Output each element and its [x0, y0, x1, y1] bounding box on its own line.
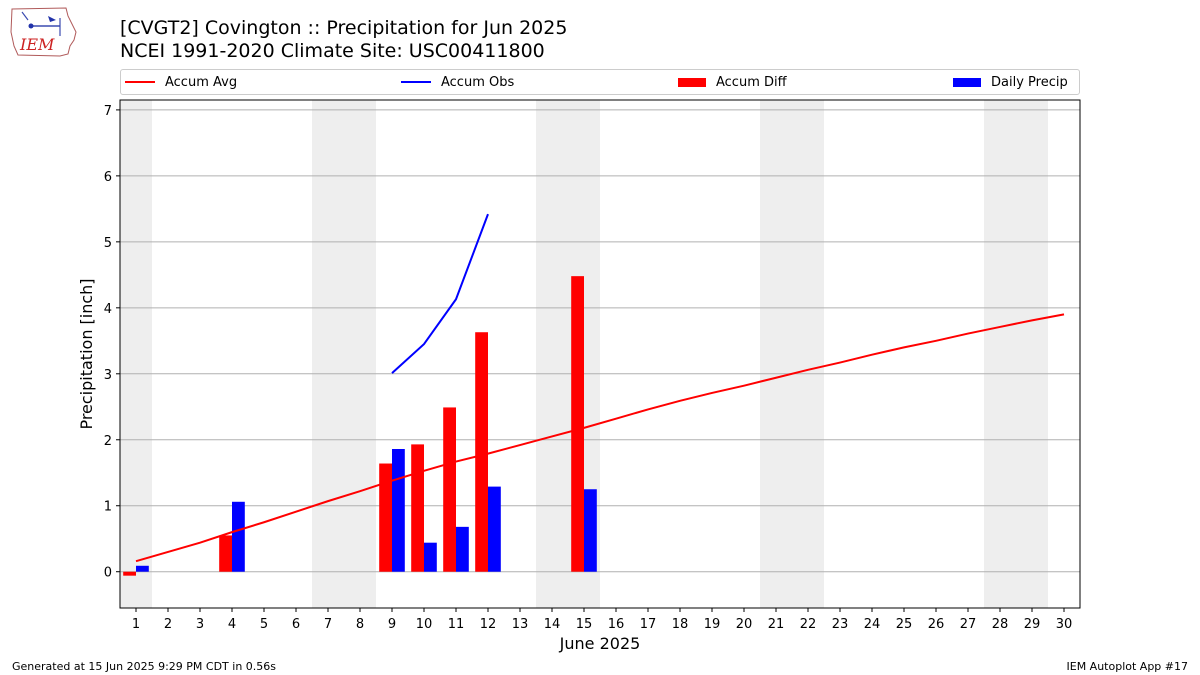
daily-precip-bar — [392, 449, 405, 572]
legend-item-accum-avg: Accum Avg — [125, 74, 237, 90]
logo-text: IEM — [19, 35, 55, 54]
x-tick-label: 24 — [864, 617, 881, 632]
x-tick-label: 8 — [356, 617, 364, 632]
legend-swatch-accum-avg — [125, 81, 155, 83]
x-tick-label: 20 — [736, 617, 753, 632]
legend-label-accum-diff: Accum Diff — [716, 74, 787, 90]
generated-timestamp: Generated at 15 Jun 2025 9:29 PM CDT in … — [12, 660, 277, 673]
chart-subtitle: NCEI 1991-2020 Climate Site: USC00411800 — [120, 40, 545, 62]
accum-diff-bar — [219, 535, 232, 572]
legend-label-daily-precip: Daily Precip — [991, 74, 1068, 90]
daily-precip-bar — [232, 501, 245, 572]
daily-precip-bar — [488, 486, 501, 572]
accum-diff-bar — [571, 276, 584, 572]
daily-precip-bar — [584, 489, 597, 572]
y-tick-label: 1 — [104, 500, 112, 515]
x-tick-label: 21 — [768, 617, 785, 632]
x-tick-label: 4 — [228, 617, 236, 632]
legend-item-accum-diff: Accum Diff — [678, 74, 787, 90]
legend-swatch-accum-diff — [678, 77, 706, 87]
legend: Accum Avg Accum Obs Accum Diff Daily Pre… — [120, 69, 1080, 95]
y-tick-label: 3 — [104, 368, 112, 383]
legend-item-accum-obs: Accum Obs — [401, 74, 514, 90]
x-axis-label: June 2025 — [559, 634, 641, 653]
accum-diff-bar — [379, 463, 392, 572]
x-tick-label: 16 — [608, 617, 625, 632]
y-tick-label: 0 — [104, 566, 112, 581]
accum-obs-line — [391, 213, 489, 374]
x-tick-label: 1 — [132, 617, 140, 632]
legend-label-accum-obs: Accum Obs — [441, 74, 515, 90]
legend-swatch-daily-precip — [953, 77, 981, 87]
x-tick-label: 22 — [800, 617, 817, 632]
x-tick-label: 25 — [896, 617, 913, 632]
x-tick-label: 12 — [480, 617, 497, 632]
daily-precip-bar — [424, 542, 437, 572]
x-tick-label: 17 — [640, 617, 657, 632]
daily-precip-bar — [136, 565, 149, 572]
y-tick-label: 2 — [104, 434, 112, 449]
x-tick-label: 10 — [416, 617, 433, 632]
x-tick-label: 11 — [448, 617, 465, 632]
y-tick-label: 5 — [104, 236, 112, 251]
x-tick-label: 29 — [1024, 617, 1041, 632]
y-tick-label: 4 — [104, 302, 112, 317]
y-tick-label: 7 — [104, 104, 112, 119]
x-tick-label: 2 — [164, 617, 172, 632]
x-tick-label: 18 — [672, 617, 689, 632]
x-tick-label: 5 — [260, 617, 268, 632]
legend-item-daily-precip: Daily Precip — [953, 74, 1068, 90]
x-tick-label: 13 — [512, 617, 529, 632]
x-tick-label: 9 — [388, 617, 396, 632]
weekend-shade — [984, 100, 1048, 608]
x-tick-label: 27 — [960, 617, 977, 632]
x-tick-label: 28 — [992, 617, 1009, 632]
x-tick-label: 14 — [544, 617, 561, 632]
chart-title: [CVGT2] Covington :: Precipitation for J… — [120, 17, 568, 39]
legend-label-accum-avg: Accum Avg — [165, 74, 238, 90]
weekend-shade — [312, 100, 376, 608]
app-credit: IEM Autoplot App #17 — [1066, 660, 1189, 673]
accum-diff-bar — [411, 444, 424, 572]
x-tick-label: 23 — [832, 617, 849, 632]
weekend-shade — [760, 100, 824, 608]
x-tick-label: 30 — [1056, 617, 1073, 632]
y-tick-label: 6 — [104, 170, 112, 185]
x-tick-label: 6 — [292, 617, 300, 632]
weekend-shade — [120, 100, 152, 608]
x-tick-label: 26 — [928, 617, 945, 632]
accum-avg-line — [135, 313, 1065, 563]
accum-diff-bar — [475, 332, 488, 572]
accum-diff-bar — [123, 571, 136, 576]
x-tick-label: 7 — [324, 617, 332, 632]
legend-swatch-accum-obs — [401, 81, 431, 83]
x-tick-label: 19 — [704, 617, 721, 632]
iem-logo: IEM — [10, 7, 77, 57]
y-axis-label: Precipitation [inch] — [77, 278, 96, 429]
daily-precip-bar — [456, 526, 469, 572]
x-tick-label: 3 — [196, 617, 204, 632]
accum-diff-bar — [443, 407, 456, 572]
x-tick-label: 15 — [576, 617, 593, 632]
